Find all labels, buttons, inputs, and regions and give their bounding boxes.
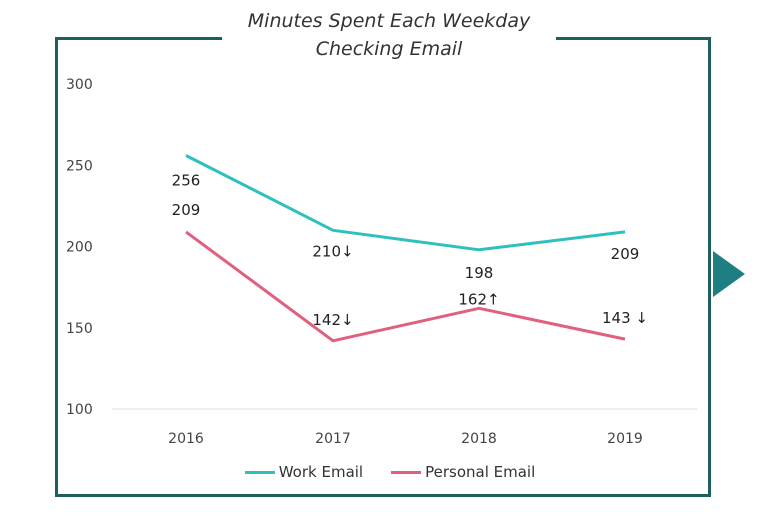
legend-item-personal: Personal Email [391, 463, 535, 481]
chart-title-line-2: Checking Email [315, 38, 463, 60]
y-tick-label: 200 [66, 240, 93, 256]
legend-swatch-personal [391, 470, 422, 474]
data-label: 142↓ [312, 311, 353, 329]
data-label: 143 ↓ [602, 309, 648, 327]
data-label: 209 [611, 245, 640, 263]
y-tick-label: 300 [66, 77, 93, 93]
data-label: 198 [465, 264, 494, 282]
triangle-right-icon[interactable] [713, 251, 745, 297]
legend-item-work: Work Email [244, 463, 364, 481]
data-label: 209 [172, 201, 201, 219]
series-line-personal [185, 230, 626, 343]
data-label: 256 [172, 172, 201, 190]
chart-title-line-1: Minutes Spent Each Weekday [247, 10, 531, 32]
y-tick-label: 150 [66, 321, 93, 337]
legend-swatch-work [244, 470, 275, 474]
x-tick-label: 2017 [315, 431, 351, 447]
x-tick-label: 2019 [607, 431, 643, 447]
series-line-work [185, 154, 626, 252]
x-tick-label: 2018 [461, 431, 497, 447]
y-tick-label: 250 [66, 158, 93, 174]
x-tick-label: 2016 [168, 431, 204, 447]
title-mask [222, 20, 556, 54]
chart-legend: Work Email Personal Email [0, 463, 780, 481]
legend-label-work: Work Email [278, 463, 364, 481]
y-tick-label: 100 [66, 402, 93, 418]
legend-label-personal: Personal Email [425, 463, 536, 481]
data-label: 210↓ [312, 242, 353, 260]
data-label: 162↑ [458, 290, 499, 308]
